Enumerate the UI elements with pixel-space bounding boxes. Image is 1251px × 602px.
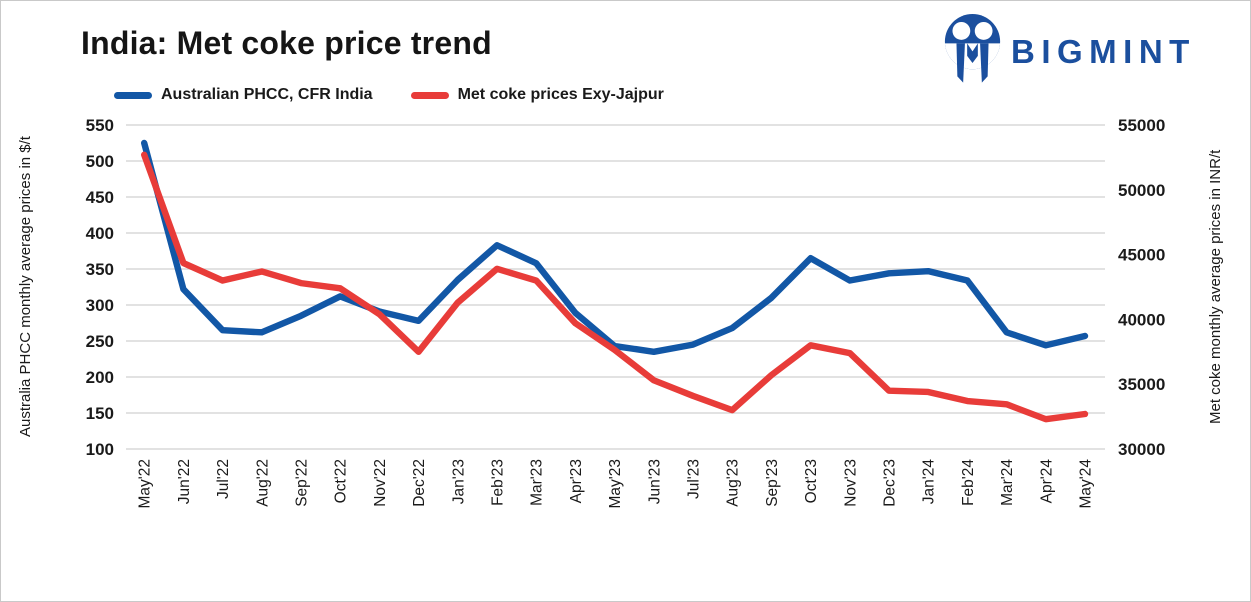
x-axis-label: Dec'22 [411, 459, 428, 507]
x-axis-label: Apr'24 [1038, 459, 1055, 504]
x-axis-label: Jan'23 [450, 459, 467, 504]
left-axis-tick-label: 550 [86, 116, 114, 135]
x-axis-label: Jul'23 [686, 459, 703, 499]
left-axis-tick-label: 200 [86, 368, 114, 387]
left-axis-tick-label: 150 [86, 404, 114, 423]
x-axis-label: Nov'23 [842, 459, 859, 507]
legend-swatch-blue [114, 91, 152, 99]
left-axis-tick-label: 400 [86, 224, 114, 243]
x-axis-label: Feb'24 [960, 459, 977, 506]
x-axis-label: Dec'23 [882, 459, 899, 507]
x-axis-label: Oct'22 [333, 459, 350, 503]
x-axis-label: Jul'22 [215, 459, 232, 499]
right-axis-tick-label: 30000 [1118, 440, 1165, 459]
left-axis-tick-label: 100 [86, 440, 114, 459]
page-title: India: Met coke price trend [81, 25, 492, 61]
legend-swatch-red [410, 91, 449, 99]
x-axis-label: Jun'23 [646, 459, 663, 504]
right-axis-tick-label: 40000 [1118, 310, 1165, 329]
legend-label: Australian PHCC, CFR India [161, 86, 373, 103]
x-axis-label: Sep'23 [764, 459, 781, 507]
x-axis-label: Jan'24 [921, 459, 938, 505]
x-axis-label: Oct'23 [803, 459, 820, 503]
x-axis-label: Mar'24 [999, 459, 1016, 506]
x-axis-label: Feb'23 [490, 459, 507, 506]
left-axis-tick-label: 450 [86, 188, 114, 207]
x-axis-label: Aug'22 [254, 459, 271, 507]
x-axis-label: Sep'22 [294, 459, 311, 507]
right-axis-tick-label: 35000 [1118, 375, 1165, 394]
left-axis-tick-label: 250 [86, 332, 114, 351]
x-axis-label: Nov'22 [372, 459, 389, 507]
right-axis-tick-label: 45000 [1118, 246, 1165, 265]
series-line-met-coke-prices-exy-jajpur [140, 151, 1089, 423]
chart-legend: Australian PHCC, CFR India Met coke pric… [114, 86, 664, 104]
bigmint-logo-icon [944, 13, 1001, 83]
legend-item-met-coke-exy-jajpur: Met coke prices Exy-Jajpur [410, 86, 664, 104]
x-axis-label: May'22 [137, 459, 154, 508]
x-axis-label: Apr'23 [568, 459, 585, 503]
legend-label: Met coke prices Exy-Jajpur [457, 86, 664, 103]
right-axis-tick-label: 55000 [1118, 116, 1165, 135]
brand-name: BIGMINT [1011, 32, 1196, 70]
x-axis-label: Aug'23 [725, 459, 742, 507]
x-axis-label: May'23 [607, 459, 624, 508]
left-axis-tick-label: 500 [86, 152, 114, 171]
x-axis-label: May'24 [1078, 459, 1095, 509]
right-axis-tick-label: 50000 [1118, 181, 1165, 200]
bigmint-logo: BIGMINT [944, 13, 1196, 88]
series-line-australian-phcc-cfr-india [140, 139, 1089, 355]
x-axis-label: Jun'22 [176, 459, 193, 504]
legend-item-australian-phcc: Australian PHCC, CFR India [114, 86, 373, 104]
left-axis-tick-label: 300 [86, 296, 114, 315]
left-axis-tick-label: 350 [86, 260, 114, 279]
x-axis-label: Mar'23 [529, 459, 546, 506]
